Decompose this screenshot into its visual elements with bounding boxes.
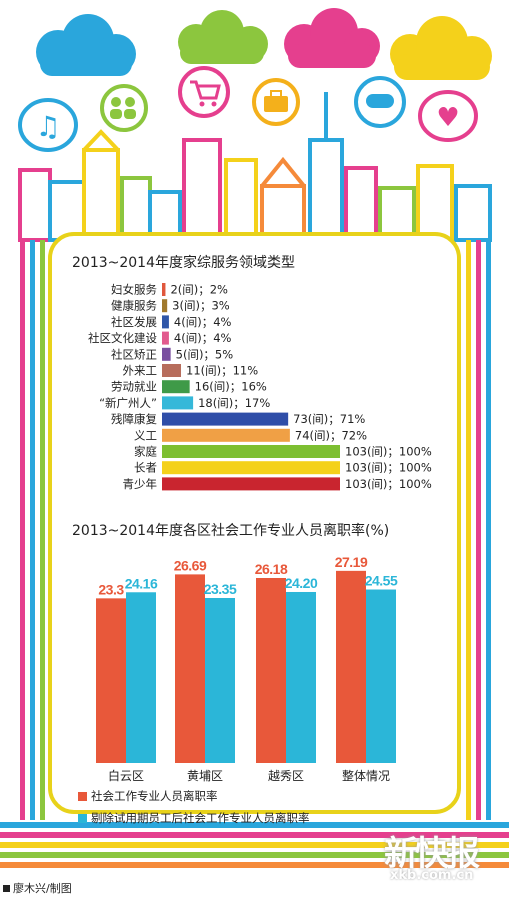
- data-label: 26.18: [255, 561, 288, 577]
- bar: [162, 331, 169, 345]
- data-label: 23.3: [98, 581, 124, 597]
- data-label: 24.20: [285, 575, 318, 591]
- category-label: “新广州人”: [99, 396, 157, 410]
- category-label: 义工: [134, 428, 157, 442]
- bar: [336, 570, 366, 763]
- value-label: 73(间)；71%: [293, 412, 365, 426]
- data-label: 23.35: [204, 581, 237, 597]
- category-label: 青少年: [123, 477, 158, 491]
- cloud-green: [178, 10, 268, 64]
- value-label: 103(间)；100%: [345, 477, 432, 491]
- music-icon: ♫: [18, 98, 78, 152]
- category-label: 社区发展: [111, 315, 157, 329]
- bar: [162, 380, 190, 394]
- category-label: 社区文化建设: [88, 331, 157, 345]
- legend-series-1: 社会工作专业人员离职率: [78, 788, 218, 804]
- bar: [162, 412, 289, 426]
- category-label: 妇女服务: [111, 283, 157, 297]
- briefcase-icon: [252, 78, 300, 126]
- value-label: 103(间)；100%: [345, 445, 432, 459]
- heart-icon: ♥: [418, 90, 478, 142]
- legend-swatch-2: [78, 814, 87, 823]
- bar: [126, 592, 156, 763]
- category-label: 健康服务: [111, 299, 157, 313]
- cloud-blue: [36, 14, 136, 76]
- logo-text: 新快报: [384, 834, 480, 874]
- category-label: 社区矫正: [111, 347, 157, 361]
- people-icon: [100, 84, 148, 132]
- logo-url: xkb.com.cn: [390, 868, 474, 883]
- value-label: 4(间)；4%: [174, 331, 232, 345]
- credit-square: [3, 885, 10, 892]
- bar: [162, 315, 169, 329]
- bar: [96, 598, 126, 763]
- cloud-yellow: [390, 16, 492, 80]
- bar: [256, 577, 286, 763]
- value-label: 103(间)；100%: [345, 461, 432, 475]
- data-label: 27.19: [335, 554, 368, 570]
- bar: [162, 461, 340, 475]
- bar: [162, 283, 166, 296]
- x-tick-label: 白云区: [108, 768, 144, 783]
- data-label: 24.16: [125, 575, 158, 591]
- bar: [205, 597, 235, 763]
- bar: [175, 574, 205, 763]
- category-label: 残障康复: [111, 412, 157, 426]
- category-label: 家庭: [134, 445, 157, 459]
- data-label: 24.55: [365, 573, 398, 589]
- bar: [162, 428, 290, 442]
- bar: [162, 347, 171, 361]
- bar: [162, 364, 182, 377]
- legend-label-2: 剔除试用期员工后社会工作专业人员离职率: [91, 811, 310, 825]
- chart1-title: 2013~2014年度家综服务领域类型: [72, 255, 295, 271]
- x-tick-label: 黄埔区: [187, 769, 223, 783]
- value-label: 4(间)；4%: [174, 315, 232, 329]
- cart-icon: [178, 66, 230, 118]
- cloud-pink: [284, 8, 380, 68]
- value-label: 2(间)；2%: [170, 283, 228, 297]
- x-tick-label: 整体情况: [342, 768, 390, 783]
- svg-text:♥: ♥: [436, 103, 459, 133]
- category-label: 外来工: [123, 364, 158, 378]
- value-label: 74(间)；72%: [295, 428, 367, 442]
- x-tick-label: 越秀区: [268, 769, 304, 783]
- gamepad-icon: [354, 76, 406, 128]
- credit: 廖木兴/制图: [3, 880, 72, 896]
- bar: [162, 396, 194, 410]
- value-label: 18(间)；17%: [198, 396, 270, 410]
- category-label: 长者: [134, 461, 157, 475]
- chart2-title: 2013~2014年度各区社会工作专业人员离职率(%): [72, 523, 390, 539]
- side-stripes: [20, 240, 491, 820]
- value-label: 3(间)；3%: [172, 299, 230, 313]
- bottom-stripes: [0, 822, 509, 868]
- bar: [366, 589, 396, 763]
- legend-label-1: 社会工作专业人员离职率: [91, 789, 218, 803]
- value-label: 16(间)；16%: [195, 380, 267, 394]
- bar: [162, 445, 340, 458]
- category-label: 劳动就业: [111, 380, 157, 394]
- data-label: 26.69: [174, 557, 207, 573]
- credit-text: 廖木兴/制图: [13, 882, 72, 895]
- value-label: 5(间)；5%: [176, 347, 234, 361]
- svg-text:♫: ♫: [35, 110, 60, 143]
- legend-series-2: 剔除试用期员工后社会工作专业人员离职率: [78, 810, 310, 826]
- bar: [162, 299, 168, 313]
- value-label: 11(间)；11%: [186, 364, 258, 378]
- bar: [162, 477, 340, 491]
- legend-swatch-1: [78, 792, 87, 801]
- bar: [286, 591, 316, 763]
